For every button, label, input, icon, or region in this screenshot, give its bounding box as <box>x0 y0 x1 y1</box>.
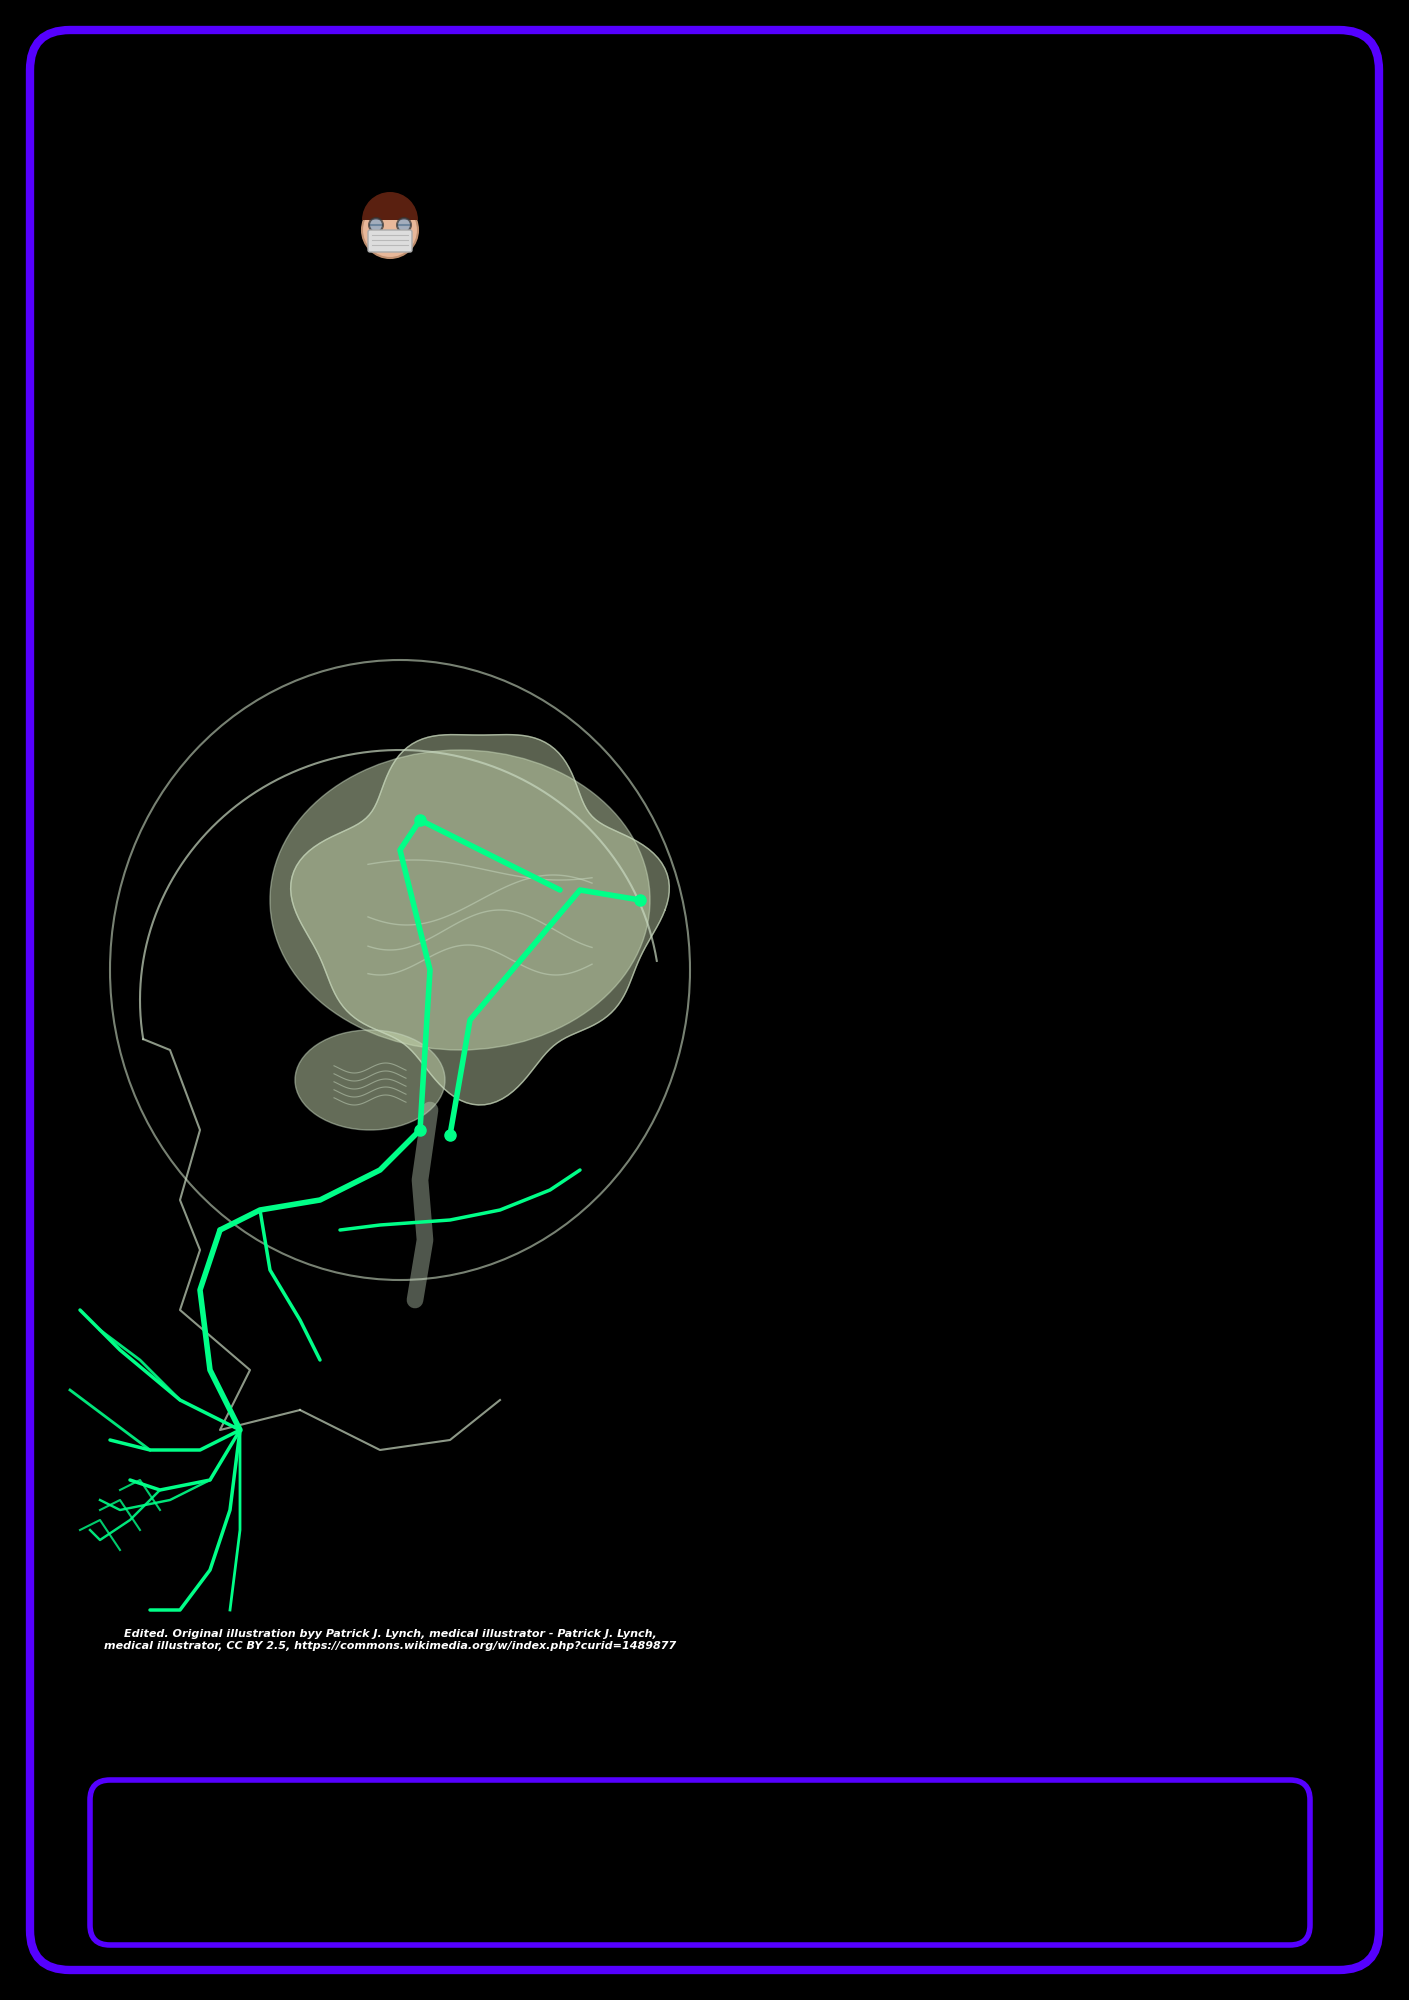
Text: Edited. Original illustration byy Patrick J. Lynch, medical illustrator - Patric: Edited. Original illustration byy Patric… <box>104 1630 676 1650</box>
Ellipse shape <box>294 1030 445 1130</box>
Circle shape <box>369 218 383 232</box>
Wedge shape <box>362 192 418 220</box>
Ellipse shape <box>271 750 650 1050</box>
Circle shape <box>362 202 418 258</box>
Polygon shape <box>290 734 669 1104</box>
FancyBboxPatch shape <box>368 230 411 252</box>
Circle shape <box>397 218 411 232</box>
